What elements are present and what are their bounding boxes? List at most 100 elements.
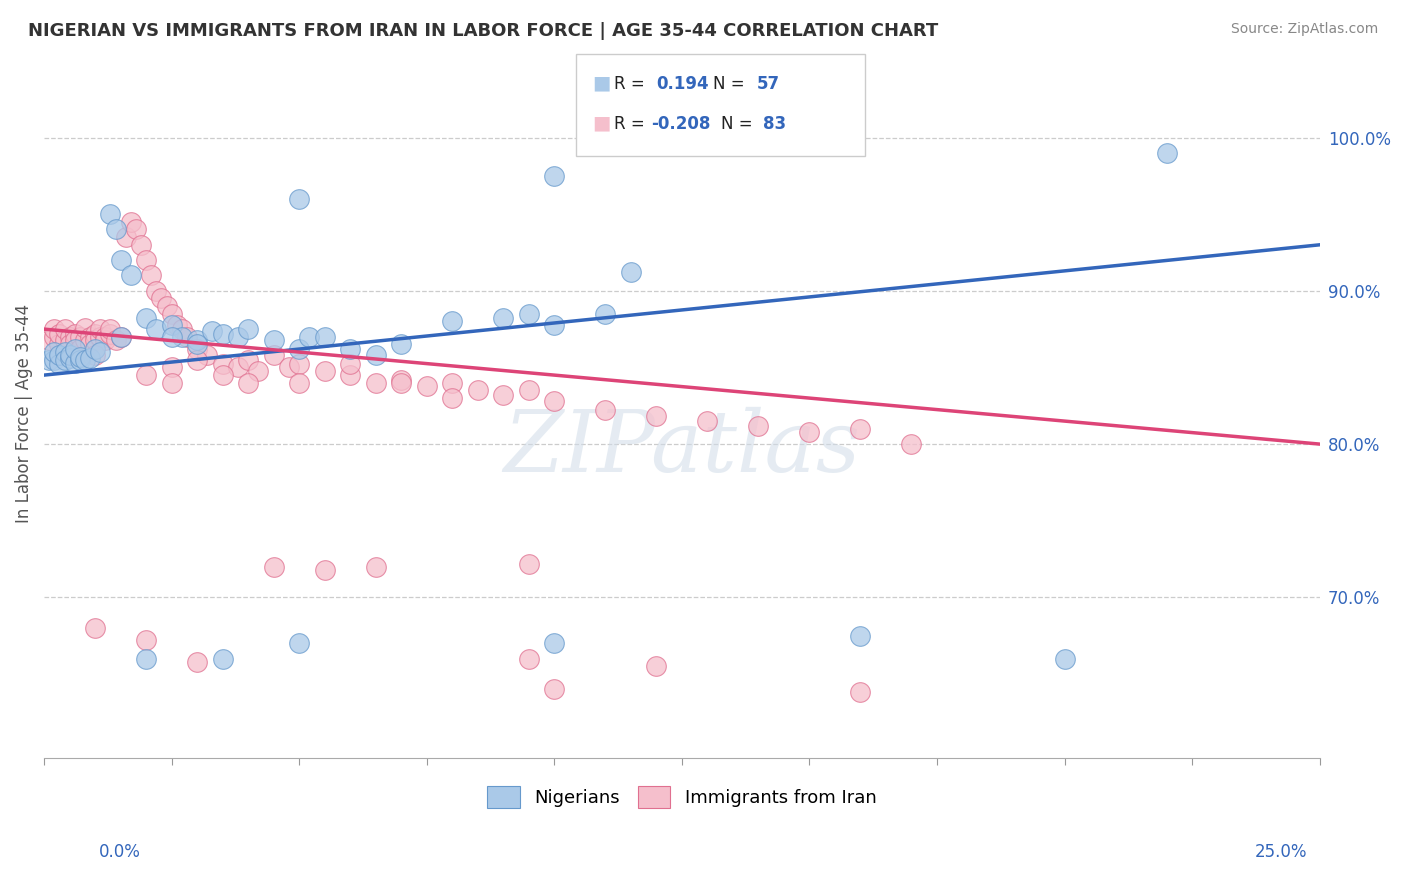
Point xyxy=(160,376,183,390)
Point xyxy=(595,403,617,417)
Legend: Nigerians, Immigrants from Iran: Nigerians, Immigrants from Iran xyxy=(479,779,884,815)
Point xyxy=(288,192,311,206)
Point xyxy=(125,222,148,236)
Text: N =: N = xyxy=(721,115,758,133)
Point xyxy=(211,651,233,665)
Text: ■: ■ xyxy=(592,113,610,132)
Point xyxy=(100,322,122,336)
Point xyxy=(339,368,361,383)
Point xyxy=(44,322,66,336)
Point xyxy=(79,330,101,344)
Point xyxy=(595,307,617,321)
Point xyxy=(100,326,122,341)
Point xyxy=(84,326,107,341)
Point xyxy=(110,253,132,268)
Point xyxy=(135,633,157,648)
Point xyxy=(238,322,260,336)
Point xyxy=(176,330,198,344)
Point xyxy=(288,376,311,390)
Point xyxy=(59,348,82,362)
Text: 83: 83 xyxy=(763,115,786,133)
Point xyxy=(44,330,66,344)
Point xyxy=(84,342,107,356)
Point xyxy=(186,352,208,367)
Point xyxy=(900,437,922,451)
Point xyxy=(620,265,643,279)
Point xyxy=(59,337,82,351)
Point xyxy=(53,322,76,336)
Point xyxy=(195,348,218,362)
Point xyxy=(543,682,565,697)
Point xyxy=(135,368,157,383)
Point xyxy=(364,348,387,362)
Point xyxy=(100,207,122,221)
Point xyxy=(314,330,336,344)
Point xyxy=(73,352,96,367)
Point xyxy=(94,330,117,344)
Point xyxy=(53,345,76,359)
Point xyxy=(226,360,249,375)
Text: -0.208: -0.208 xyxy=(651,115,710,133)
Point xyxy=(799,425,821,439)
Point xyxy=(89,330,111,344)
Point xyxy=(94,333,117,347)
Point xyxy=(543,169,565,183)
Point xyxy=(89,345,111,359)
Point xyxy=(201,324,224,338)
Point xyxy=(63,356,86,370)
Point xyxy=(104,222,127,236)
Point xyxy=(160,360,183,375)
Point xyxy=(517,307,540,321)
Point xyxy=(38,352,60,367)
Point xyxy=(416,379,439,393)
Point xyxy=(120,268,142,283)
Point xyxy=(441,314,464,328)
Point xyxy=(298,330,321,344)
Text: Source: ZipAtlas.com: Source: ZipAtlas.com xyxy=(1230,22,1378,37)
Point xyxy=(84,348,107,362)
Point xyxy=(44,345,66,359)
Point xyxy=(543,394,565,409)
Point xyxy=(226,330,249,344)
Point xyxy=(44,352,66,367)
Point xyxy=(1156,145,1178,160)
Point xyxy=(84,333,107,347)
Point xyxy=(129,237,152,252)
Point xyxy=(59,351,82,366)
Point xyxy=(160,330,183,344)
Point xyxy=(63,326,86,341)
Text: ■: ■ xyxy=(592,73,610,92)
Point xyxy=(48,357,70,371)
Point xyxy=(288,342,311,356)
Point xyxy=(263,559,285,574)
Point xyxy=(517,557,540,571)
Point xyxy=(120,215,142,229)
Text: 25.0%: 25.0% xyxy=(1256,843,1308,861)
Point xyxy=(247,363,270,377)
Point xyxy=(63,342,86,356)
Point xyxy=(288,357,311,371)
Point xyxy=(114,230,136,244)
Point xyxy=(645,659,668,673)
Point xyxy=(747,418,769,433)
Point xyxy=(517,384,540,398)
Point xyxy=(339,357,361,371)
Point xyxy=(186,333,208,347)
Point xyxy=(543,318,565,332)
Text: NIGERIAN VS IMMIGRANTS FROM IRAN IN LABOR FORCE | AGE 35-44 CORRELATION CHART: NIGERIAN VS IMMIGRANTS FROM IRAN IN LABO… xyxy=(28,22,938,40)
Point xyxy=(63,333,86,347)
Point xyxy=(145,322,167,336)
Point xyxy=(849,422,872,436)
Point xyxy=(263,333,285,347)
Point xyxy=(467,384,489,398)
Point xyxy=(314,363,336,377)
Point xyxy=(186,342,208,356)
Point xyxy=(389,337,412,351)
Point xyxy=(186,337,208,351)
Point xyxy=(69,342,91,356)
Y-axis label: In Labor Force | Age 35-44: In Labor Force | Age 35-44 xyxy=(15,304,32,523)
Point xyxy=(145,284,167,298)
Point xyxy=(645,409,668,424)
Point xyxy=(150,292,173,306)
Text: R =: R = xyxy=(614,115,651,133)
